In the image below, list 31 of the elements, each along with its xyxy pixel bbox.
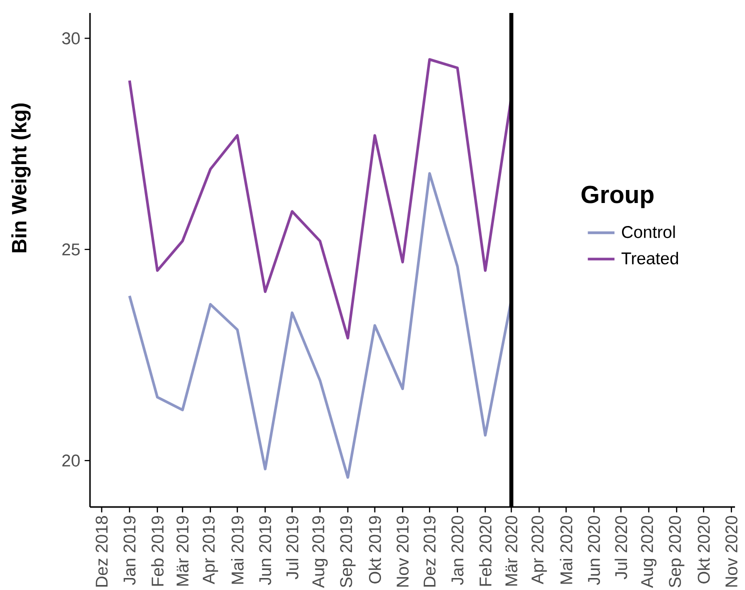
y-tick-label: 25: [62, 243, 80, 256]
y-tick-label: 30: [62, 32, 80, 44]
x-tick-label: Aug 2019: [312, 516, 328, 588]
x-tick-label: Jun 2020: [588, 516, 600, 585]
x-tick-label: Sep 2020: [668, 516, 684, 588]
x-tick-label: Sep 2019: [340, 516, 356, 588]
x-tick-label: Apr 2020: [531, 516, 547, 584]
x-tick-label: Jun 2019: [259, 516, 272, 585]
x-tick-label: Okt 2019: [368, 516, 382, 584]
x-tick-label: Jan 2019: [124, 516, 136, 585]
x-tick-label: Mär 2020: [505, 516, 518, 586]
x-tick-label: Jul 2020: [614, 516, 628, 580]
x-tick-label: Apr 2019: [202, 516, 218, 584]
x-tick-label: Feb 2020: [479, 516, 492, 586]
y-axis-title: Bin Weight (kg): [11, 103, 31, 252]
x-tick-label: Dez 2018: [96, 516, 108, 587]
x-tick-label: Okt 2020: [697, 516, 710, 584]
legend-title: Group: [582, 186, 654, 208]
x-tick-label: Mär 2019: [176, 516, 189, 586]
x-tick-label: Mai 2020: [560, 516, 572, 584]
y-tick-label: 20: [62, 454, 80, 467]
x-tick-label: Jan 2020: [451, 516, 464, 585]
legend-label: Treated: [622, 252, 678, 264]
x-tick-label: Jul 2019: [286, 516, 298, 580]
legend-label: Control: [622, 226, 675, 238]
x-tick-label: Mai 2019: [231, 516, 244, 584]
x-tick-label: Feb 2019: [151, 516, 164, 586]
x-tick-label: Nov 2019: [396, 516, 409, 587]
x-tick-label: Aug 2020: [641, 516, 656, 588]
x-tick-label: Dez 2019: [424, 516, 436, 587]
x-tick-label: Nov 2020: [725, 516, 738, 587]
